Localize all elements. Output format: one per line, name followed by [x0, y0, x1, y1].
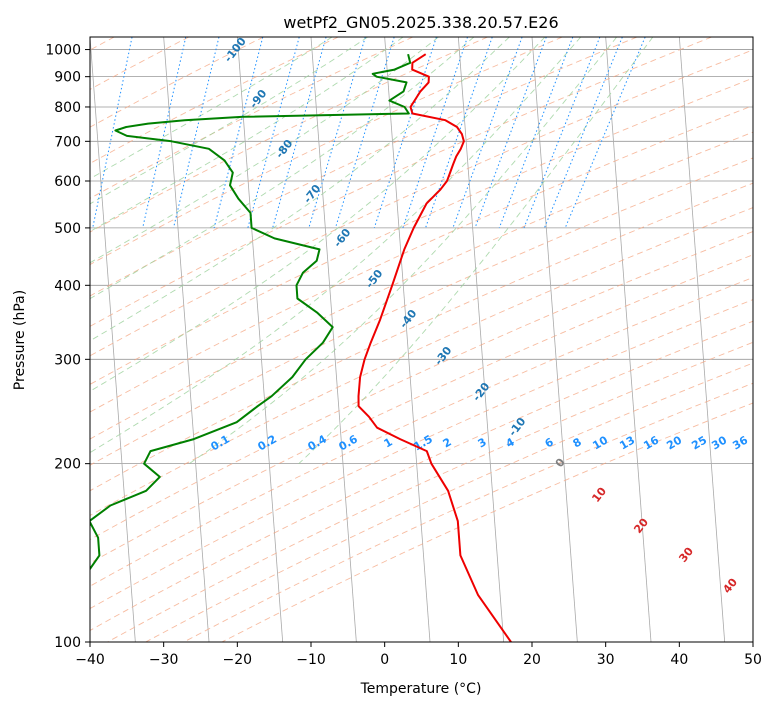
mixing-ratio-line [334, 37, 395, 229]
dry-adiabat [90, 254, 753, 564]
mixing-ratio-line [272, 37, 327, 229]
moist-adiabat [188, 37, 618, 465]
dry-adiabat [90, 105, 753, 413]
y-tick-label: 900 [54, 70, 81, 86]
mixing-ratio-line [173, 37, 220, 229]
mixing-ratio-line [247, 37, 300, 229]
background-lines [90, 37, 753, 642]
isotherm-line [457, 37, 505, 642]
isotherm-line [678, 37, 726, 642]
dry-adiabat [90, 182, 753, 492]
dry-adiabat [90, 37, 712, 327]
y-tick-label: 100 [54, 635, 81, 651]
isotherm-line [605, 37, 652, 642]
moist-adiabat [90, 37, 582, 454]
x-axis-label: Temperature (°C) [360, 681, 482, 697]
dry-adiabat [90, 231, 753, 541]
mixing-ratio-line [564, 37, 646, 229]
axes: −40 −30 −20 −10 0 10 20 30 40 50 100 200 300 400 500 60… [45, 43, 762, 668]
x-tick-label: 0 [380, 652, 389, 668]
dry-adiabat [145, 362, 753, 642]
isotherm-line [163, 37, 210, 642]
plot-frame [89, 36, 754, 643]
dry-adiabat [183, 382, 753, 642]
x-tick-label: 40 [670, 652, 688, 668]
x-tick-label: −20 [223, 652, 253, 668]
chart-title: wetPf2_GN05.2025.338.20.57.E26 [283, 13, 558, 33]
profile-lines [90, 53, 512, 642]
mixing-ratio-line [92, 37, 133, 228]
moist-adiabat [90, 37, 510, 342]
dry-adiabat [90, 299, 753, 610]
y-tick-label: 1000 [45, 43, 81, 59]
y-axis-label: Pressure (hPa) [12, 290, 28, 390]
y-tick-label: 800 [54, 100, 81, 116]
mixing-ratio-line [425, 37, 493, 229]
moist-adiabat [90, 37, 404, 233]
moist-adiabat [90, 37, 439, 264]
dewpoint-profile-line [90, 53, 412, 571]
isotherm-line [236, 37, 284, 642]
dry-adiabat [90, 131, 753, 440]
x-tick-label: −10 [296, 652, 326, 668]
moist-adiabat [298, 37, 654, 465]
y-tick-label: 200 [54, 457, 81, 473]
dry-adiabat [90, 77, 753, 385]
dry-adiabat [90, 37, 264, 128]
x-tick-label: 20 [523, 652, 541, 668]
dry-adiabat [90, 37, 563, 266]
x-tick-label: 50 [744, 652, 762, 668]
mixing-ratio-line [308, 37, 366, 229]
y-tick-label: 300 [54, 352, 81, 368]
x-tick-label: −40 [75, 652, 105, 668]
x-tick-label: −30 [149, 652, 179, 668]
y-tick-label: 400 [54, 278, 81, 294]
y-tick-label: 500 [54, 221, 81, 237]
dry-adiabat [90, 49, 753, 357]
x-tick-label: 30 [597, 652, 615, 668]
mixing-ratio-line [402, 37, 468, 229]
mixing-ratio-line [373, 37, 437, 229]
temperature-profile-line [357, 53, 512, 642]
x-tick-label: 10 [449, 652, 467, 668]
mixing-ratio-line [142, 37, 187, 229]
dry-adiabat [90, 320, 753, 631]
y-tick-label: 700 [54, 134, 81, 150]
mixing-ratio-line [452, 37, 523, 229]
isotherm-line [90, 37, 136, 642]
isotherm-line [384, 37, 431, 642]
dry-adiabat [90, 37, 190, 90]
mixing-ratio-line [213, 37, 264, 229]
isotherm-line [531, 37, 578, 642]
moist-adiabat [90, 37, 546, 392]
y-tick-label: 600 [54, 174, 81, 190]
dry-adiabat [90, 157, 753, 466]
